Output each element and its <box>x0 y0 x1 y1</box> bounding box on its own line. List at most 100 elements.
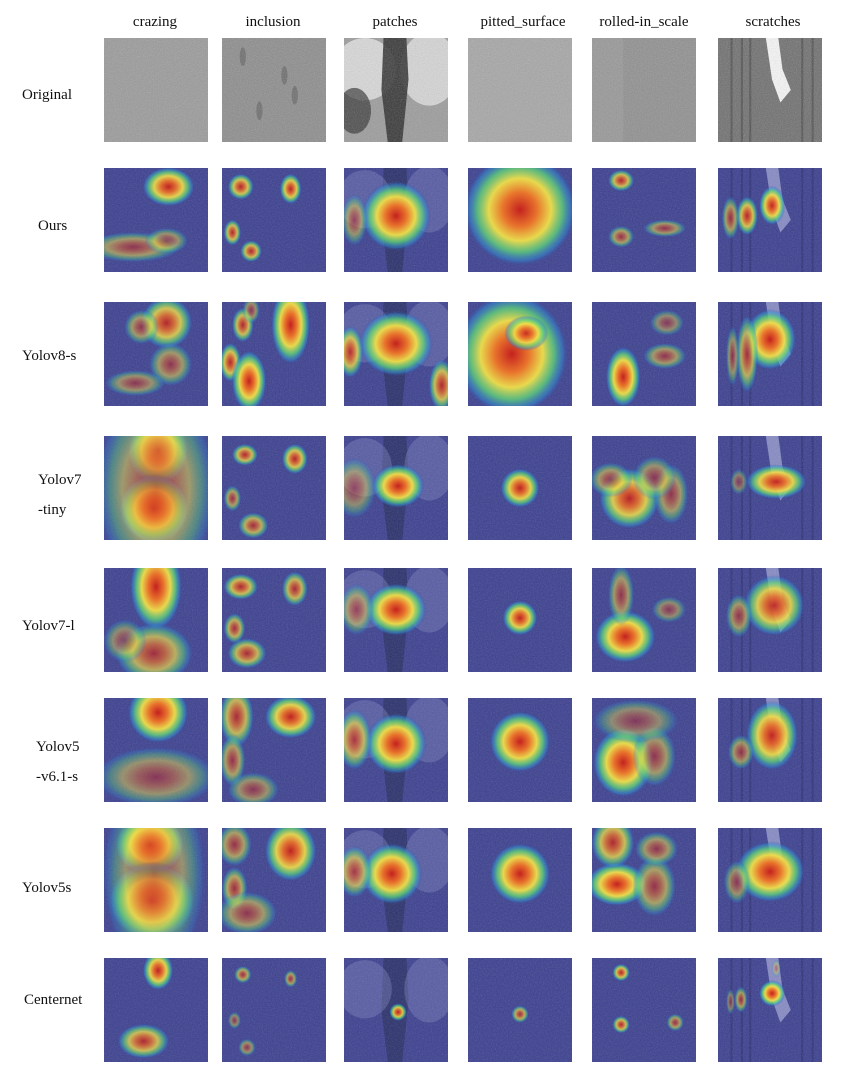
heat-spot <box>468 168 572 267</box>
heat-spot <box>758 185 786 226</box>
heat-spot <box>117 1023 170 1059</box>
heatmap-image-pitted-surface <box>468 828 572 932</box>
heat-spot <box>238 1038 256 1057</box>
heat-spot <box>227 1011 242 1030</box>
heat-spot <box>361 843 423 905</box>
heat-spot <box>608 568 635 626</box>
heat-spot <box>730 468 748 495</box>
heat-spot <box>745 464 807 500</box>
heat-spot <box>736 196 759 236</box>
heatmap-image-scratches <box>718 302 822 406</box>
heat-spot <box>240 240 263 263</box>
heatmap-image-patches <box>344 698 448 802</box>
heatmap-image-rolled-in-scale <box>592 958 696 1062</box>
heat-spot <box>726 325 740 387</box>
heat-spot <box>504 315 549 351</box>
heat-spot <box>634 831 679 867</box>
heat-spot <box>594 610 656 663</box>
heat-spot <box>726 988 735 1015</box>
heatmap-image-inclusion <box>222 568 326 672</box>
row-label-centernet: Centernet <box>24 992 83 1008</box>
heat-spot <box>592 462 633 498</box>
row-label-yolov5-v6.1-s: Yolov5 -v6.1-s <box>36 739 80 785</box>
heatmap-image-rolled-in-scale <box>592 168 696 272</box>
heat-spot <box>428 358 448 406</box>
row-label-ours: Ours <box>38 218 68 234</box>
heat-spot <box>771 959 781 978</box>
original-image-scratches <box>718 38 822 142</box>
heatmap-image-pitted-surface <box>468 958 572 1062</box>
column-header-scratches: scratches <box>745 14 801 30</box>
heat-spot <box>632 455 677 500</box>
heatmap-image-crazing <box>104 168 208 272</box>
heat-spot <box>222 828 252 867</box>
heat-spot <box>365 713 427 775</box>
heatmap-image-inclusion <box>222 168 326 272</box>
heat-spot <box>222 734 246 787</box>
heat-spot <box>361 180 431 251</box>
heat-spot <box>270 302 311 365</box>
original-image-crazing <box>104 38 208 142</box>
heatmap-image-scratches <box>718 958 822 1062</box>
heatmap-image-pitted-surface <box>468 168 572 272</box>
heat-spot <box>279 173 302 205</box>
heat-spot <box>223 219 242 246</box>
heatmap-image-patches <box>344 168 448 272</box>
column-header-crazing: crazing <box>132 14 178 30</box>
heat-spot <box>237 512 269 539</box>
heat-spot <box>284 970 298 988</box>
heat-spot <box>489 711 551 773</box>
heatmap-image-inclusion <box>222 698 326 802</box>
original-image-inclusion <box>222 38 326 142</box>
heat-spot <box>642 342 687 370</box>
heatmap-image-rolled-in-scale <box>592 436 696 540</box>
heat-spot <box>389 1003 407 1021</box>
heat-spot <box>281 443 308 475</box>
heat-spot <box>592 699 680 743</box>
heatmap-image-crazing <box>104 828 208 932</box>
heat-spot <box>281 571 308 607</box>
heatmap-image-inclusion <box>222 958 326 1062</box>
heat-spot <box>358 310 434 377</box>
heat-spot <box>223 573 259 600</box>
column-header-rolled-in-scale: rolled-in_scale <box>599 14 689 30</box>
heatmap-image-patches <box>344 302 448 406</box>
heat-spot <box>605 346 641 406</box>
heatmap-image-patches <box>344 958 448 1062</box>
heat-spot <box>142 168 195 207</box>
heat-spot <box>511 1005 529 1023</box>
original-image-patches <box>344 38 448 142</box>
heatmap-image-rolled-in-scale <box>592 302 696 406</box>
heat-spot <box>736 314 759 394</box>
heatmap-image-rolled-in-scale <box>592 828 696 932</box>
heat-spot <box>104 436 208 540</box>
heat-spot <box>129 568 183 631</box>
heatmap-image-scratches <box>718 698 822 802</box>
column-header-patches: patches <box>372 14 418 30</box>
heatmap-image-patches <box>344 568 448 672</box>
heat-spot <box>758 980 786 1007</box>
row-label-yolov5s: Yolov5s <box>22 880 72 896</box>
heat-spot <box>264 828 317 882</box>
heat-spot <box>592 828 635 869</box>
heat-spot <box>666 1013 684 1032</box>
heat-spot <box>223 485 242 512</box>
row-label-yolov7-tiny: Yolov7 -tiny <box>38 472 82 518</box>
heatmap-image-inclusion <box>222 302 326 406</box>
row-label-yolov8-s: Yolov8-s <box>22 348 77 364</box>
heat-spot <box>142 958 174 991</box>
heat-spot <box>727 734 754 770</box>
heat-spot <box>608 169 635 192</box>
heatmap-image-pitted-surface <box>468 302 572 406</box>
heat-spot <box>500 468 540 508</box>
heatmap-image-scratches <box>718 568 822 672</box>
original-image-pitted-surface <box>468 38 572 142</box>
heat-spot <box>222 891 278 932</box>
heat-spot <box>227 173 254 200</box>
heat-spot <box>502 600 538 636</box>
original-image-rolled-in-scale <box>592 38 696 142</box>
heat-spot <box>104 746 208 802</box>
heat-spot <box>489 843 551 905</box>
heat-spot <box>344 845 372 898</box>
